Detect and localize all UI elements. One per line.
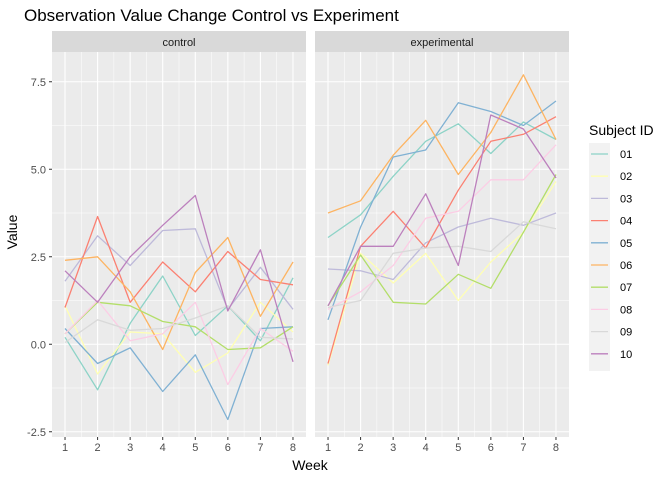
- x-tick-label: 3: [127, 442, 133, 454]
- legend-label-05: 05: [620, 238, 632, 250]
- legend-key-background: [589, 143, 610, 371]
- series-line-experimental-05: [327, 100, 557, 321]
- series-line-control-06: [64, 236, 294, 351]
- y-axis-title: Value: [4, 214, 20, 249]
- legend-label-07: 07: [620, 282, 632, 294]
- facet-panels: control 1 2 3 4 5 6 7 8 -2.5 0.0 2.5 5.0 7.5 experimen…: [27, 31, 569, 454]
- series-line-experimental-08: [327, 144, 557, 310]
- x-tick-label: 6: [488, 442, 494, 454]
- chart-title: Observation Value Change Control vs Expe…: [24, 6, 399, 25]
- series-line-experimental-02: [327, 181, 557, 366]
- series-line-experimental-04: [327, 116, 557, 364]
- x-tick-label: 8: [290, 442, 296, 454]
- x-tick-label: 1: [325, 442, 331, 454]
- legend-items: 01 02 03 04 05 06 07 08 09 10: [591, 149, 632, 361]
- series-line-control-10: [64, 194, 294, 362]
- series-line-control-04: [64, 215, 294, 308]
- legend-label-08: 08: [620, 304, 632, 316]
- legend-label-10: 10: [620, 349, 632, 361]
- x-tick-label: 6: [225, 442, 231, 454]
- y-tick-label: 0.0: [31, 339, 46, 351]
- x-tick-label: 3: [390, 442, 396, 454]
- series-line-control-08: [64, 299, 294, 386]
- legend-label-03: 03: [620, 193, 632, 205]
- x-tick-label: 4: [423, 442, 429, 454]
- y-tick-label: 7.5: [31, 77, 46, 89]
- x-tick-label: 7: [520, 442, 526, 454]
- facet-strip: [315, 31, 569, 52]
- series-line-control-07: [64, 301, 294, 351]
- x-tick-label: 8: [553, 442, 559, 454]
- legend: Subject ID 01 02 03 04 05 06 07 08 09 10: [589, 122, 654, 371]
- x-tick-label: 4: [160, 442, 166, 454]
- series-line-experimental-10: [327, 114, 557, 307]
- x-tick-label: 5: [192, 442, 198, 454]
- series-line-control-05: [64, 326, 294, 421]
- facet-panel-experimental: experimental 1 2 3 4 5 6 7 8: [315, 31, 569, 454]
- legend-label-09: 09: [620, 327, 632, 339]
- x-tick-label: 1: [62, 442, 68, 454]
- legend-label-06: 06: [620, 260, 632, 272]
- x-tick-label: 7: [257, 442, 263, 454]
- y-tick-label: 5.0: [31, 164, 46, 176]
- y-tick-label: -2.5: [27, 427, 46, 439]
- series-line-experimental-06: [327, 74, 557, 214]
- facet-strip-label: experimental: [411, 37, 474, 49]
- series-line-experimental-07: [327, 174, 557, 307]
- facet-strip: [52, 31, 306, 52]
- x-tick-label: 2: [358, 442, 364, 454]
- legend-title: Subject ID: [589, 122, 654, 138]
- series-line-experimental-09: [327, 221, 557, 309]
- legend-label-04: 04: [620, 216, 632, 228]
- series-line-experimental-03: [327, 212, 557, 281]
- facet-strip-label: control: [162, 37, 195, 49]
- series-line-control-09: [64, 305, 294, 344]
- y-tick-label: 2.5: [31, 252, 46, 264]
- facet-panel-control: control 1 2 3 4 5 6 7 8 -2.5 0.0 2.5 5.0 7.5: [27, 31, 306, 454]
- x-tick-label: 2: [95, 442, 101, 454]
- series-line-control-02: [64, 301, 294, 375]
- x-tick-label: 5: [455, 442, 461, 454]
- series-line-control-01: [64, 275, 294, 391]
- legend-label-01: 01: [620, 149, 632, 161]
- x-axis-title: Week: [292, 457, 329, 473]
- legend-label-02: 02: [620, 171, 632, 183]
